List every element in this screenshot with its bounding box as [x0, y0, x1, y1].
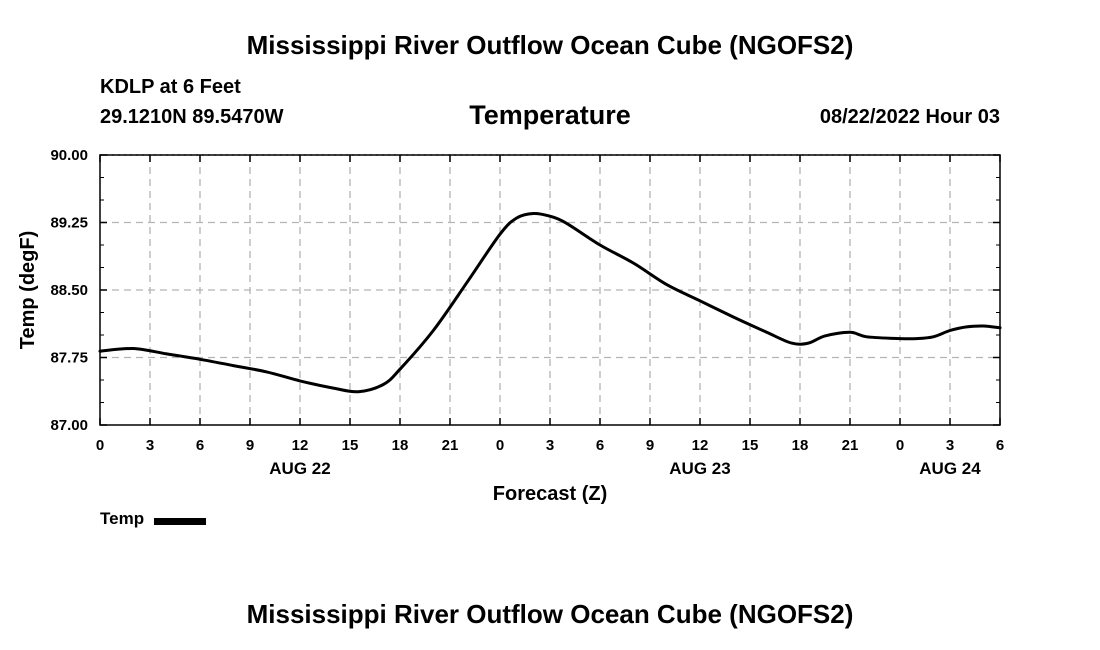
x-tick-label: 9	[646, 437, 654, 454]
x-tick-label: 0	[96, 437, 104, 454]
station-coordinates: 29.1210N 89.5470W	[100, 106, 284, 128]
y-tick-label: 87.75	[50, 350, 88, 367]
x-tick-label: 18	[392, 437, 409, 454]
label-layer: 0 3 6 9 12 15 18 21 0 3 6 9 12 15 18 21 0 3 6 87.00 87.75 88.…	[50, 147, 1004, 478]
station-label: KDLP at 6 Feet	[100, 76, 241, 98]
y-tick-label: 88.50	[50, 282, 88, 299]
x-tick-label: 9	[246, 437, 254, 454]
chart-main-title: Mississippi River Outflow Ocean Cube (NG…	[246, 30, 854, 60]
x-tick-label: 0	[496, 437, 504, 454]
forecast-datetime: 08/22/2022 Hour 03	[819, 106, 1000, 128]
date-label: AUG 23	[669, 459, 730, 478]
x-tick-label: 6	[996, 437, 1004, 454]
y-axis-title: Temp (degF)	[17, 231, 39, 350]
date-label: AUG 24	[919, 459, 981, 478]
x-tick-label: 18	[792, 437, 809, 454]
x-tick-label: 12	[292, 437, 309, 454]
x-tick-label: 15	[342, 437, 359, 454]
x-tick-label: 6	[596, 437, 604, 454]
x-tick-label: 6	[196, 437, 204, 454]
date-label: AUG 22	[269, 459, 330, 478]
x-tick-label: 3	[946, 437, 954, 454]
footer-title: Mississippi River Outflow Ocean Cube (NG…	[246, 599, 854, 629]
x-tick-label: 21	[442, 437, 459, 454]
legend: Temp	[100, 509, 207, 529]
tick-layer	[99, 154, 1001, 426]
y-tick-label: 87.00	[50, 417, 88, 434]
x-axis-title: Forecast (Z)	[493, 483, 607, 505]
x-tick-label: 3	[146, 437, 154, 454]
x-tick-label: 0	[896, 437, 904, 454]
y-tick-label: 90.00	[50, 147, 88, 164]
y-tick-label: 89.25	[50, 215, 88, 232]
legend-swatch	[154, 517, 207, 525]
legend-label: Temp	[100, 509, 145, 528]
x-tick-label: 12	[692, 437, 709, 454]
chart-subtitle: Temperature	[469, 100, 631, 130]
grid-layer	[100, 154, 1000, 425]
x-tick-label: 21	[842, 437, 859, 454]
x-tick-label: 15	[742, 437, 759, 454]
x-tick-label: 3	[546, 437, 554, 454]
temp-series-line	[98, 211, 1002, 394]
